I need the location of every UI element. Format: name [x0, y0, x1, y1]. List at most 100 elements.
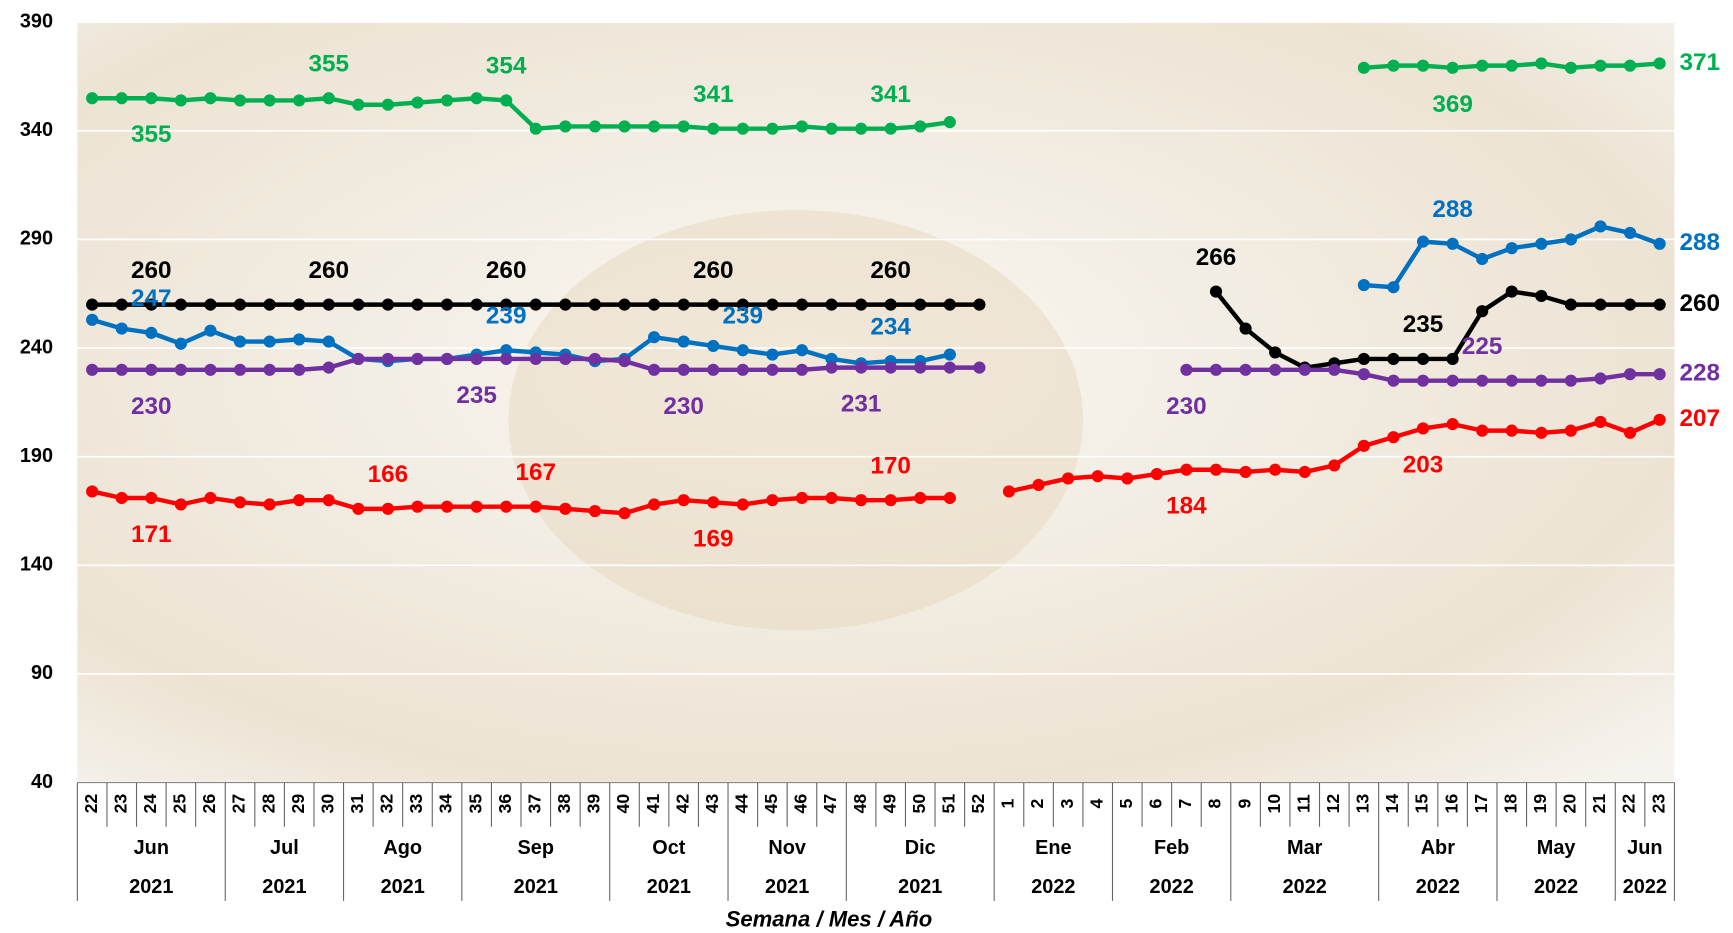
- data-point: [204, 92, 217, 105]
- y-tick-label: 340: [20, 119, 53, 141]
- data-point: [1594, 220, 1607, 233]
- data-point: [145, 298, 158, 311]
- data-point: [293, 363, 306, 376]
- data-point: [1269, 463, 1282, 476]
- data-label: 230: [131, 393, 172, 420]
- data-point: [204, 363, 217, 376]
- data-point: [766, 363, 779, 376]
- x-tick-label: 9: [1234, 799, 1254, 809]
- data-point: [766, 298, 779, 311]
- data-label: 355: [131, 121, 172, 148]
- x-tick-label: 43: [702, 794, 722, 814]
- data-point: [263, 298, 276, 311]
- data-point: [914, 361, 927, 374]
- year-label: 2021: [262, 876, 306, 898]
- data-point: [529, 352, 542, 366]
- data-point: [411, 500, 424, 513]
- background-bowl: [508, 210, 1084, 631]
- data-point: [677, 494, 690, 507]
- x-tick-label: 52: [968, 794, 988, 814]
- data-point: [1032, 478, 1045, 492]
- data-point: [1298, 363, 1311, 376]
- data-label: 235: [1403, 311, 1444, 338]
- data-point: [795, 344, 809, 357]
- year-label: 2022: [1283, 876, 1327, 898]
- data-label: 225: [1462, 333, 1503, 360]
- data-point: [855, 122, 868, 135]
- data-point: [500, 298, 513, 311]
- data-point: [1653, 368, 1666, 381]
- data-point: [145, 92, 158, 105]
- data-point: [736, 363, 749, 376]
- x-tick-label: 11: [1293, 794, 1313, 813]
- data-point: [618, 355, 631, 368]
- data-point: [736, 298, 749, 311]
- data-point: [943, 491, 956, 505]
- data-label: 230: [663, 393, 704, 420]
- data-point: [233, 363, 247, 376]
- data-point: [500, 344, 513, 357]
- data-point: [1387, 352, 1400, 366]
- x-tick-label: 25: [170, 794, 190, 814]
- data-point: [1446, 374, 1459, 387]
- data-point: [1594, 372, 1607, 385]
- y-tick-label: 140: [20, 554, 53, 576]
- data-point: [973, 298, 986, 311]
- data-point: [411, 352, 424, 366]
- x-tick-label: 30: [317, 794, 337, 814]
- data-point: [1623, 368, 1637, 381]
- y-tick-label: 390: [20, 10, 53, 32]
- data-point: [86, 485, 99, 498]
- data-point: [707, 496, 720, 509]
- data-point: [1505, 424, 1518, 437]
- year-label: 2021: [129, 876, 173, 898]
- data-point: [618, 298, 631, 311]
- data-label: 239: [486, 303, 527, 330]
- data-point: [440, 298, 454, 311]
- month-label: Ago: [383, 837, 422, 859]
- data-label: 260: [308, 257, 349, 284]
- year-label: 2021: [514, 876, 558, 898]
- data-point: [1594, 59, 1607, 72]
- data-point: [588, 504, 602, 518]
- data-point: [352, 352, 365, 366]
- data-point: [1328, 459, 1341, 472]
- data-point: [440, 352, 454, 366]
- data-point: [1564, 298, 1577, 311]
- data-point: [1535, 237, 1548, 250]
- data-point: [766, 348, 779, 361]
- data-point: [588, 120, 602, 133]
- data-point: [1446, 418, 1459, 431]
- data-point: [1564, 374, 1577, 387]
- month-label: Feb: [1154, 837, 1189, 859]
- data-point: [322, 494, 335, 507]
- data-point: [1091, 470, 1104, 483]
- data-point: [1564, 424, 1577, 437]
- x-tick-label: 38: [554, 794, 574, 814]
- month-label: Jun: [1627, 837, 1662, 859]
- data-point: [943, 361, 956, 374]
- y-tick-label: 190: [20, 445, 53, 467]
- data-point: [943, 348, 956, 361]
- x-tick-label: 6: [1146, 799, 1166, 809]
- data-point: [766, 494, 779, 507]
- data-point: [86, 363, 99, 376]
- data-point: [1623, 298, 1637, 311]
- month-label: Dic: [905, 837, 936, 859]
- data-label: 247: [131, 285, 172, 312]
- x-tick-label: 17: [1471, 794, 1491, 814]
- data-point: [973, 361, 986, 374]
- data-point: [1623, 226, 1637, 240]
- x-tick-label: 1: [998, 799, 1018, 809]
- data-point: [1357, 439, 1370, 452]
- year-label: 2022: [1623, 876, 1667, 898]
- data-point: [352, 98, 365, 111]
- data-point: [115, 363, 128, 376]
- data-point: [648, 331, 661, 344]
- data-point: [174, 498, 187, 511]
- data-point: [736, 498, 749, 511]
- x-tick-label: 3: [1057, 799, 1077, 809]
- y-tick-label: 90: [31, 662, 53, 684]
- data-point: [174, 298, 187, 311]
- data-point: [86, 313, 99, 326]
